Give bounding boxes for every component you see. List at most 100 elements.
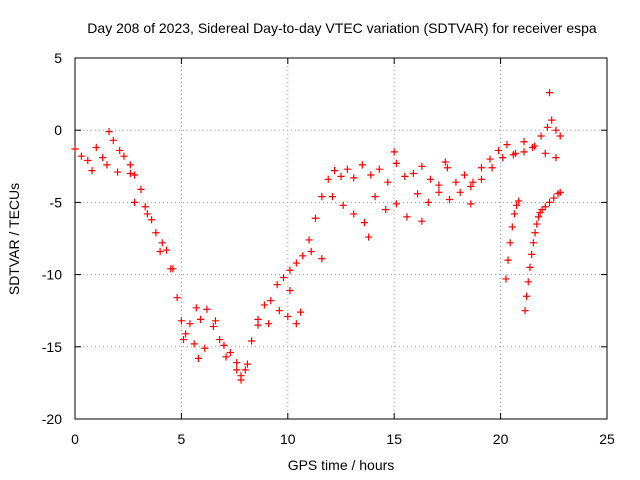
- data-point: [504, 256, 512, 264]
- data-point: [414, 190, 422, 198]
- data-point: [441, 158, 449, 166]
- data-point: [311, 214, 320, 222]
- data-point: [469, 178, 477, 186]
- data-point: [99, 154, 107, 162]
- data-point: [201, 344, 209, 352]
- data-point: [401, 172, 409, 181]
- data-point: [331, 167, 339, 175]
- data-point: [267, 296, 275, 305]
- data-point: [552, 154, 560, 162]
- data-point: [292, 259, 300, 267]
- data-point: [126, 169, 134, 178]
- data-point: [254, 321, 262, 329]
- data-point: [556, 132, 564, 140]
- data-point: [515, 197, 523, 205]
- data-point: [273, 281, 281, 289]
- x-tick-label: 20: [493, 431, 509, 447]
- data-point: [445, 195, 454, 204]
- data-point: [524, 278, 532, 286]
- data-point: [418, 162, 426, 170]
- data-point: [350, 210, 358, 218]
- y-tick-label: -20: [42, 411, 62, 427]
- x-tick-labels: 0 5 10 15 20 25: [71, 431, 615, 447]
- data-point: [105, 128, 113, 136]
- data-point: [109, 136, 117, 144]
- data-point: [545, 89, 554, 97]
- data-point: [233, 359, 241, 367]
- x-axis-label: GPS time / hours: [288, 457, 395, 473]
- data-point: [141, 203, 149, 211]
- data-point: [452, 178, 460, 186]
- data-point: [318, 255, 326, 263]
- data-point: [305, 236, 313, 244]
- data-point: [424, 198, 432, 206]
- data-point: [488, 164, 496, 172]
- data-point: [103, 161, 111, 169]
- data-point: [531, 229, 539, 237]
- data-point: [222, 353, 230, 361]
- data-point: [358, 161, 366, 169]
- data-point: [545, 198, 554, 206]
- data-point: [226, 348, 234, 357]
- data-point: [120, 152, 128, 160]
- data-point: [499, 154, 507, 162]
- data-point: [116, 146, 124, 155]
- data-point: [194, 354, 203, 362]
- data-point: [148, 216, 156, 224]
- y-tick-label: -5: [50, 194, 63, 210]
- data-point: [543, 123, 552, 131]
- data-point: [477, 164, 486, 172]
- data-point: [265, 320, 273, 328]
- data-point: [521, 307, 529, 315]
- data-point: [426, 175, 434, 183]
- data-point: [512, 201, 521, 209]
- data-point: [392, 159, 400, 168]
- data-point: [502, 275, 510, 283]
- data-point: [467, 182, 475, 191]
- data-point: [237, 376, 245, 384]
- data-point: [156, 247, 164, 256]
- data-point: [409, 169, 417, 178]
- data-point: [541, 149, 549, 157]
- y-tick-label: -15: [42, 339, 62, 355]
- data-point: [510, 210, 519, 218]
- data-point: [307, 247, 315, 256]
- data-point: [220, 341, 228, 349]
- x-tick-label: 0: [71, 431, 79, 447]
- data-point: [243, 360, 251, 368]
- data-point: [177, 317, 185, 325]
- data-point: [88, 167, 96, 175]
- data-point: [529, 239, 537, 247]
- data-point: [343, 165, 351, 173]
- data-point: [520, 138, 528, 146]
- data-point: [84, 156, 92, 165]
- data-point: [203, 305, 211, 313]
- data-point: [173, 294, 181, 302]
- data-point: [494, 146, 503, 155]
- data-point: [296, 308, 305, 316]
- data-point: [248, 337, 256, 345]
- data-point: [435, 188, 443, 196]
- data-point: [533, 220, 541, 228]
- data-point: [456, 188, 464, 196]
- data-point: [403, 213, 411, 221]
- y-tick-label: 0: [54, 122, 62, 138]
- data-point: [467, 200, 475, 208]
- data-point: [241, 366, 249, 374]
- data-point: [365, 233, 373, 241]
- data-point: [556, 188, 564, 196]
- x-tick-label: 10: [280, 431, 296, 447]
- data-point: [384, 178, 392, 186]
- data-point: [509, 151, 517, 159]
- data-point: [284, 312, 292, 321]
- data-point: [190, 340, 198, 348]
- data-point: [275, 307, 283, 315]
- y-tick-labels: 5 0 -5 -10 -15 -20: [42, 50, 62, 427]
- data-point: [233, 366, 241, 374]
- data-point: [552, 126, 560, 134]
- data-point: [443, 164, 451, 172]
- x-tick-label: 15: [386, 431, 402, 447]
- data-point: [71, 145, 79, 153]
